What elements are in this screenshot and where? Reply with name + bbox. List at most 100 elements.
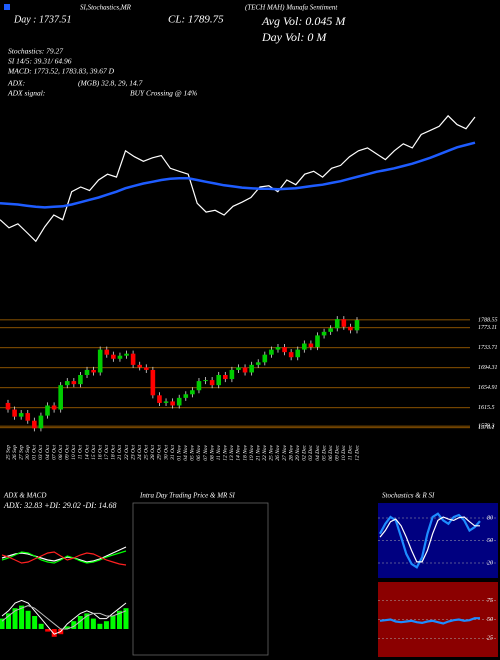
y-tick-label: 1694.31 <box>478 364 498 371</box>
candle-body <box>84 369 90 375</box>
x-tick-label: 21 Nov <box>255 444 261 460</box>
x-tick-label: 22 Oct <box>124 445 130 460</box>
x-tick-label: 13 Nov <box>229 444 235 460</box>
candle-body <box>45 405 50 416</box>
panel-title: ADX & MACD <box>3 492 46 500</box>
y-tick-label: 25 <box>487 636 493 642</box>
candle-body <box>341 319 347 327</box>
candle-body <box>111 354 116 359</box>
macd-bar <box>97 623 103 629</box>
macd-bar <box>77 616 83 629</box>
candle-body <box>236 367 241 370</box>
x-tick-label: 28 Nov <box>288 444 294 460</box>
x-tick-label: 26 Sep <box>12 445 18 460</box>
x-tick-label: 03 Dec <box>308 444 314 460</box>
panel-title: Stochastics & R SI <box>382 492 435 500</box>
macd-bar <box>25 610 31 629</box>
candle-body <box>203 380 208 382</box>
y-tick-label: 1773.11 <box>478 325 497 331</box>
candle-body <box>78 375 83 385</box>
x-tick-label: 30 Sep <box>25 445 31 461</box>
candle-body <box>150 369 156 396</box>
x-tick-label: 18 Nov <box>242 444 248 460</box>
y-tick-label: 50 <box>487 617 493 623</box>
macd-bar <box>19 605 25 629</box>
x-tick-label: 14 Nov <box>235 444 242 460</box>
candle-body <box>249 364 254 373</box>
x-tick-label: 15 Oct <box>91 445 97 460</box>
x-tick-label: 03 Oct <box>38 445 44 460</box>
y-tick-label: 1576.1 <box>478 425 495 431</box>
legend-square <box>4 4 10 10</box>
candle-body <box>196 381 202 391</box>
macd-bar <box>84 613 90 629</box>
candle-body <box>334 319 340 329</box>
macd-bar <box>12 608 18 629</box>
x-tick-label: 12 Dec <box>354 444 360 460</box>
candle-body <box>321 331 327 336</box>
candle-body <box>38 415 44 429</box>
candle-body <box>308 343 314 348</box>
x-tick-label: 07 Nov <box>203 444 209 460</box>
candle-body <box>51 405 57 410</box>
candle-body <box>32 420 37 429</box>
x-tick-label: 21 Oct <box>117 445 123 460</box>
x-tick-label: 31 Oct <box>170 445 176 461</box>
candle-body <box>315 335 320 348</box>
moving-average-line <box>0 141 476 209</box>
candle-body <box>143 367 149 370</box>
macd-bar <box>90 618 96 629</box>
macd-bar <box>6 613 12 629</box>
candle-body <box>288 352 294 358</box>
candle-body <box>223 375 228 380</box>
candle-body <box>130 353 136 365</box>
x-tick-label: 28 Oct <box>150 445 156 460</box>
candle-body <box>282 347 287 353</box>
x-tick-label: 07 Oct <box>51 445 57 460</box>
x-tick-label: 24 Oct <box>136 445 143 460</box>
indicator-line <box>379 512 481 569</box>
indicator-line <box>379 516 480 563</box>
candle-body <box>269 349 274 355</box>
header-text: Stochastics: 79.27 <box>8 47 63 56</box>
header-text: Avg Vol: 0.045 M <box>261 14 346 28</box>
y-tick-label: 1654.91 <box>478 384 498 391</box>
candle-body <box>216 375 222 386</box>
macd-bar <box>123 608 129 629</box>
panel-subtitle: ADX: 32.83 +DI: 29.02 -DI: 14.68 <box>3 501 117 510</box>
candle-body <box>71 381 77 385</box>
candle-body <box>163 401 169 403</box>
header-text: SI 14/5: 39.31/ 64.96 <box>8 57 72 66</box>
x-tick-label: 10 Dec <box>341 444 347 460</box>
candle-body <box>137 364 142 368</box>
candle-body <box>91 369 96 373</box>
y-tick-label: 1788.55 <box>478 317 498 323</box>
x-tick-label: 29 Oct <box>157 445 163 460</box>
x-tick-label: 18 Oct <box>111 445 117 460</box>
candle-body <box>25 413 31 421</box>
header-text: SI,Stochastics,MR <box>80 4 132 12</box>
candle-body <box>64 381 70 386</box>
macd-bar <box>45 629 51 632</box>
x-tick-label: 27 Sep <box>18 445 24 460</box>
candle-body <box>12 409 17 417</box>
candle-body <box>229 369 235 380</box>
intraday-box <box>132 502 269 656</box>
candle-body <box>209 380 215 386</box>
x-tick-label: 12 Nov <box>223 444 229 460</box>
x-tick-label: 09 Oct <box>65 445 71 460</box>
y-tick-label: 80 <box>487 515 493 521</box>
candle-body <box>183 394 189 398</box>
x-tick-label: 22 Nov <box>262 444 268 460</box>
x-tick-label: 04 Oct <box>44 445 51 460</box>
header-text: CL: 1789.75 <box>168 14 224 26</box>
candle-body <box>328 328 333 332</box>
candle-body <box>58 385 63 410</box>
y-tick-label: 50 <box>487 538 493 544</box>
x-tick-label: 04 Dec <box>314 444 321 460</box>
x-tick-label: 11 Nov <box>216 444 222 460</box>
candle-body <box>157 395 162 403</box>
y-tick-label: 1579.3 <box>478 424 495 430</box>
x-tick-label: 02 Dec <box>302 444 308 460</box>
